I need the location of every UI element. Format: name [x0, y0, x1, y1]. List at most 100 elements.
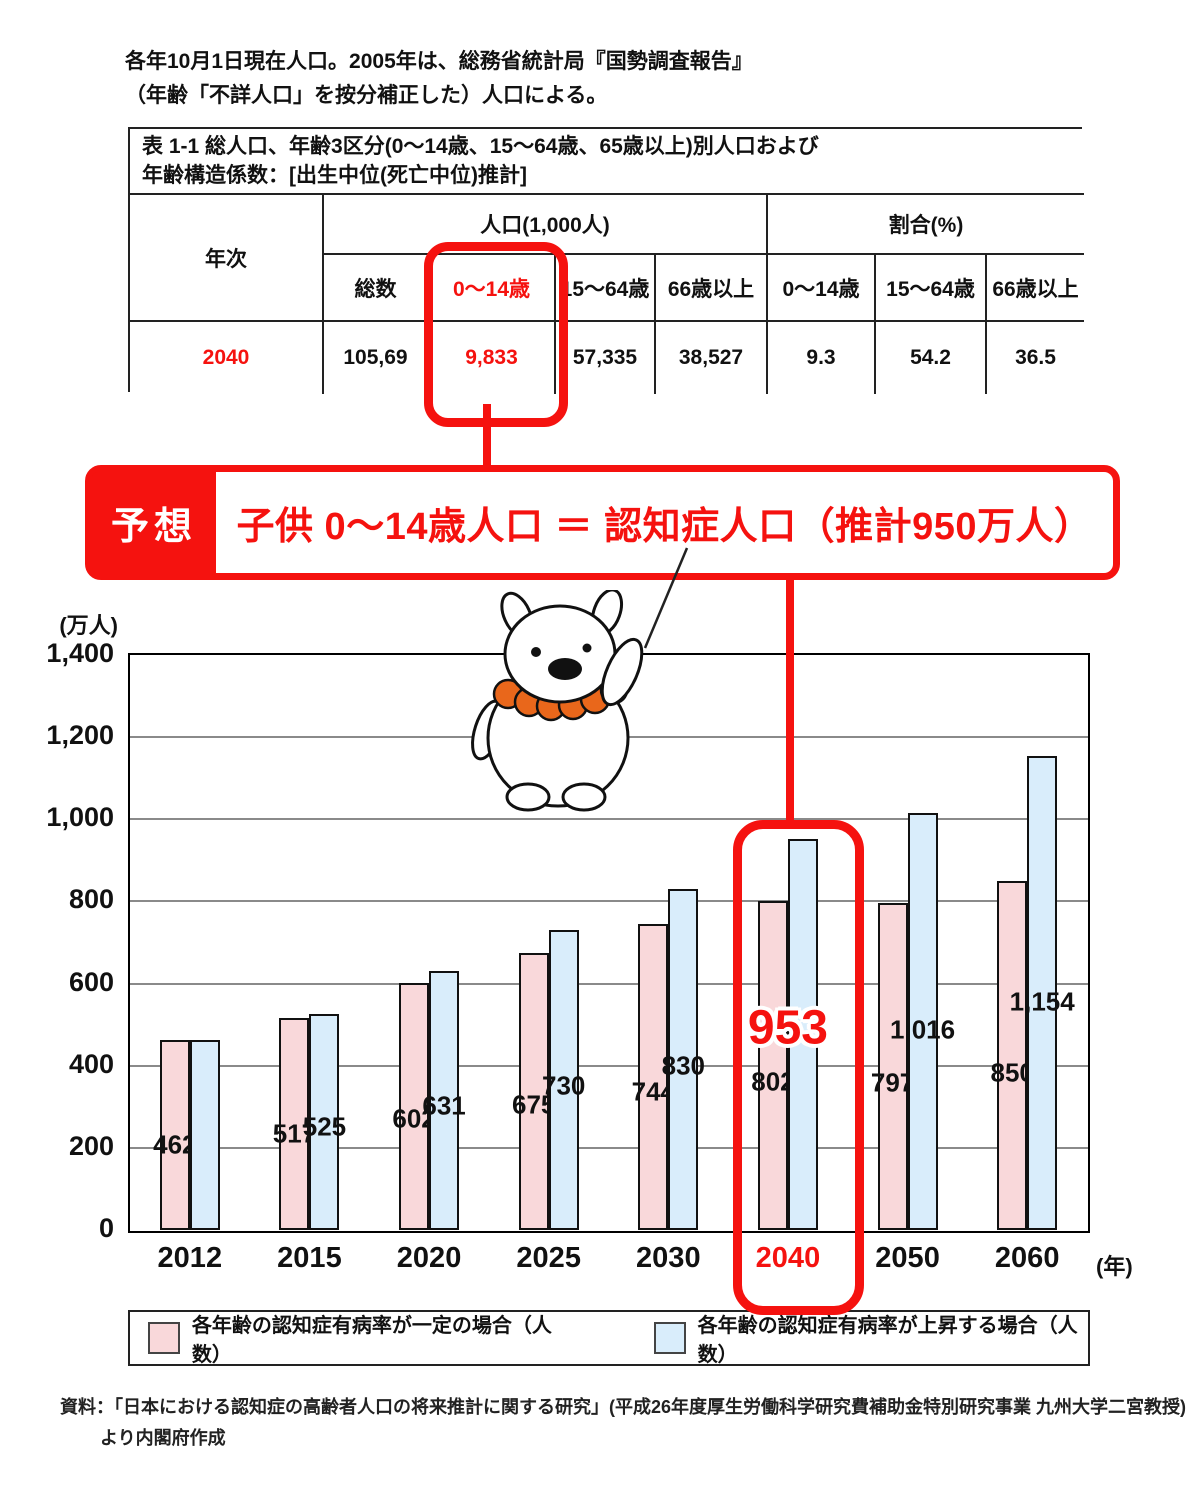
col-group-ratio: 割合(%)	[768, 195, 1084, 255]
bar-2050-series1	[877, 902, 908, 1230]
legend-swatch-blue	[653, 1322, 686, 1354]
cell-15-64: 57,335	[556, 322, 656, 394]
mascot-nose	[548, 658, 582, 680]
legend-label-rising-rate: 各年齢の認知症有病率が上昇する場合（人数）	[697, 1315, 1078, 1366]
x-tick-label-2025: 2025	[516, 1242, 581, 1274]
bar-2050-series2	[907, 812, 938, 1230]
dog-mascot-illustration	[471, 590, 644, 812]
mascot-right-eye	[582, 643, 592, 653]
col-header-year: 年次	[130, 195, 324, 322]
y-axis: 0 200 400 600 800 1,000 1,200 1,400	[0, 638, 118, 1243]
col-header-65plus: 66歳以上	[656, 255, 768, 322]
forecast-text: 子供 0～14歳人口 ＝ 認知症人口（推計950万人）	[236, 506, 1093, 548]
y-tick-label-600: 600	[68, 966, 114, 997]
bar-value-label-2030-series1: 744	[631, 1076, 676, 1107]
bar-2020-series1	[399, 982, 430, 1230]
bar-2040-series2	[787, 838, 818, 1230]
bar-value-label-2020-series1: 602	[392, 1103, 436, 1134]
mascot-left-eye	[531, 647, 541, 657]
table-title-line1: 表 1-1 総人口、年齢3区分(0～14歳、15～64歳、65歳以上)別人口およ…	[142, 135, 819, 158]
cell-ratio-65plus: 36.5	[987, 322, 1084, 394]
y-tick-label-1,000: 1,000	[46, 802, 114, 833]
bar-value-label-2030-series2: 830	[661, 1050, 706, 1081]
col-header-ratio-0-14: 0～14歳	[768, 255, 876, 322]
x-tick-label-2015: 2015	[277, 1242, 342, 1274]
bar-2015-series2	[309, 1014, 340, 1230]
bar-2060-series1	[997, 880, 1028, 1230]
table-title-line2: 年齢構造係数：[出生中位(死亡中位)推計]	[142, 164, 527, 187]
header-note-line1: 各年10月1日現在人口。2005年は、総務省統計局『国勢調査報告』	[125, 50, 753, 73]
bar-2020-series2	[429, 970, 460, 1230]
legend-entry-constant-rate: 各年齢の認知症有病率が一定の場合（人数）	[148, 1309, 564, 1367]
table-title: 表 1-1 総人口、年齢3区分(0～14歳、15～64歳、65歳以上)別人口およ…	[130, 129, 1084, 195]
bar-value-label-2012-series1: 462	[153, 1129, 197, 1160]
source-note: 資料：「日本における認知症の高齢者人口の将来推計に関する研究」(平成26年度厚生…	[60, 1392, 1186, 1454]
source-line1: 資料：「日本における認知症の高齢者人口の将来推計に関する研究」(平成26年度厚生…	[60, 1397, 1187, 1417]
chart-plot: 462 517 525 602 631 675 730 744 830 802 953 797 1,01…	[128, 653, 1090, 1233]
legend-swatch-pink	[148, 1322, 180, 1354]
bar-value-label-2040-series2: 953	[747, 1001, 828, 1055]
cell-ratio-0-14: 9.3	[768, 322, 876, 394]
bar-value-label-2015-series1: 517	[272, 1118, 317, 1149]
y-tick-label-400: 400	[68, 1048, 114, 1079]
legend-label-constant-rate: 各年齢の認知症有病率が一定の場合（人数）	[191, 1315, 552, 1366]
bar-2030-series2	[668, 889, 699, 1230]
cell-year-2040: 2040	[130, 322, 324, 394]
header-note-line2: （年齢「不詳人口」を按分補正した）人口による。	[125, 84, 608, 107]
highlight-rect-2040-bars	[733, 820, 864, 1315]
cell-total: 105,69	[324, 322, 429, 394]
col-header-ratio-65plus: 66歳以上	[987, 255, 1084, 322]
bar-2060-series2	[1027, 756, 1058, 1230]
red-connector-table-to-callout	[483, 404, 491, 467]
y-tick-label-200: 200	[68, 1130, 114, 1161]
x-tick-label-2040: 2040	[755, 1242, 821, 1274]
mascot-raised-arm	[600, 637, 644, 707]
col-header-total: 総数	[324, 255, 429, 322]
legend-entry-rising-rate: 各年齢の認知症有病率が上昇する場合（人数）	[653, 1309, 1088, 1367]
gridline-1000	[130, 818, 1088, 821]
bar-value-label-2060-series2: 1,154	[1009, 986, 1075, 1017]
col-header-ratio-15-64: 15～64歳	[876, 255, 987, 322]
bar-value-label-2020-series2: 631	[422, 1090, 466, 1121]
x-tick-label-2020: 2020	[396, 1242, 462, 1274]
cell-0-14: 9,833	[429, 322, 556, 394]
header-note: 各年10月1日現在人口。2005年は、総務省統計局『国勢調査報告』 （年齢「不詳…	[125, 45, 753, 113]
mascot-head	[503, 604, 617, 704]
y-axis-unit-label: (万人)	[59, 613, 118, 638]
bar-2012-series2	[189, 1040, 220, 1230]
bar-2012-series1	[159, 1040, 190, 1230]
cell-ratio-15-64: 54.2	[876, 322, 987, 394]
bar-value-label-2060-series1: 850	[990, 1057, 1034, 1088]
bar-2030-series1	[638, 924, 669, 1230]
bar-2025-series2	[548, 930, 579, 1230]
gridline-600	[130, 982, 1088, 985]
bar-2040-series1	[757, 900, 788, 1230]
x-tick-label-2050: 2050	[875, 1242, 940, 1274]
highlight-rect-table-column	[424, 242, 568, 427]
source-line2: より内閣府作成	[100, 1428, 226, 1448]
mascot-right-foot	[561, 782, 607, 812]
x-tick-label-2060: 2060	[994, 1242, 1060, 1274]
red-connector-callout-to-2040	[786, 576, 794, 824]
gridline-200	[130, 1146, 1088, 1149]
y-tick-label-0: 0	[98, 1213, 114, 1243]
x-tick-label-2030: 2030	[636, 1242, 701, 1274]
bar-value-label-2025-series1: 675	[511, 1089, 556, 1120]
bar-value-label-2050-series1: 797	[870, 1067, 915, 1098]
gridline-800	[130, 900, 1088, 903]
cell-65plus: 38,527	[656, 322, 768, 394]
gridline-400	[130, 1064, 1088, 1067]
bar-value-label-2040-series1: 802	[751, 1066, 795, 1097]
forecast-badge: 予想	[92, 472, 216, 573]
mascot-left-foot	[505, 782, 551, 812]
x-tick-label-2012: 2012	[157, 1242, 223, 1274]
bar-value-label-2050-series2: 1,016	[890, 1014, 956, 1045]
y-tick-label-800: 800	[68, 884, 114, 915]
bar-value-label-2015-series2: 525	[302, 1111, 347, 1141]
bar-2025-series1	[518, 952, 549, 1230]
forecast-callout: 予想 子供 0～14歳人口 ＝ 認知症人口（推計950万人）	[85, 465, 1120, 580]
chart-legend: 各年齢の認知症有病率が一定の場合（人数） 各年齢の認知症有病率が上昇する場合（人…	[128, 1310, 1090, 1366]
y-tick-label-1,400: 1,400	[46, 638, 114, 668]
population-table: 表 1-1 総人口、年齢3区分(0～14歳、15～64歳、65歳以上)別人口およ…	[128, 127, 1084, 394]
y-tick-label-1,200: 1,200	[46, 720, 114, 751]
